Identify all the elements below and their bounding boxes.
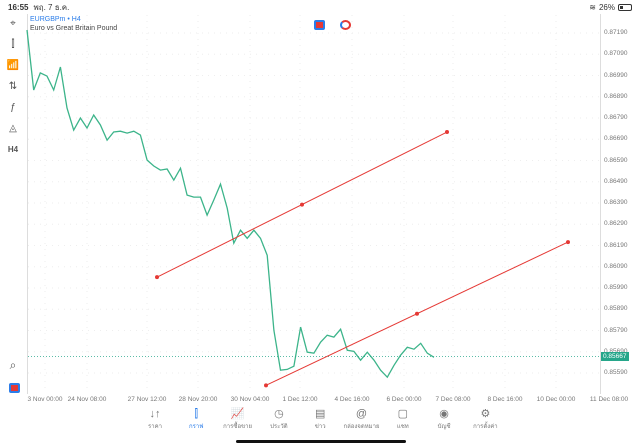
time-tick: 8 Dec 16:00: [487, 396, 523, 403]
price-tick: 0.86890: [604, 92, 628, 100]
time-tick: 30 Nov 04:00: [230, 396, 270, 403]
price-tick: 0.86790: [604, 114, 628, 121]
settings-icon: ⚙: [480, 408, 491, 420]
nav-label: บัญชี: [437, 424, 451, 430]
settings-sliders-icon[interactable]: ⇅: [8, 81, 18, 92]
price-tick: 0.86590: [604, 156, 628, 164]
crosshair-icon[interactable]: ⌖: [10, 18, 16, 29]
price-tick: 0.86390: [604, 199, 628, 206]
trend-line-handle[interactable]: [415, 311, 419, 316]
trend-line-handle[interactable]: [445, 130, 449, 135]
separator: •: [67, 16, 70, 23]
objects-icon[interactable]: ◬: [9, 123, 17, 134]
time-tick: 27 Nov 12:00: [127, 396, 167, 403]
chart-type-icon[interactable]: ⫿: [11, 39, 15, 50]
nav-settings[interactable]: ⚙ การตั้งค่า: [460, 407, 510, 431]
one-click-trading-icon[interactable]: [314, 20, 325, 30]
time-tick: 11 Dec 08:00: [589, 396, 629, 403]
nav-quotes[interactable]: ↓↑ ราคา: [130, 407, 180, 431]
nav-label: ประวัติ: [270, 424, 288, 430]
trend-line-handle[interactable]: [566, 240, 570, 245]
nav-chart[interactable]: ⫿ กราฟ: [171, 407, 221, 431]
symbol-description: Euro vs Great Britain Pound: [30, 25, 118, 32]
price-tick: 0.86490: [604, 177, 628, 185]
trade-icon: 📈: [230, 408, 245, 420]
nav-trade[interactable]: 📈 การซื้อขาย: [213, 407, 263, 431]
price-tick: 0.86290: [604, 220, 628, 228]
time-tick: 28 Nov 20:00: [178, 396, 218, 403]
status-bar: 16:55 พฤ. 7 ธ.ค. ≋ 26%: [0, 0, 640, 14]
date: พฤ. 7 ธ.ค.: [33, 2, 70, 12]
history-icon: ◷: [274, 408, 284, 420]
chart-header: EURGBPm • H4 Euro vs Great Britain Pound: [30, 16, 117, 32]
chart-area[interactable]: [27, 14, 601, 394]
nav-label: กราฟ: [189, 424, 204, 430]
time-tick: 24 Nov 08:00: [67, 396, 107, 403]
home-indicator: [236, 440, 406, 443]
function-icon[interactable]: ƒ: [10, 102, 16, 113]
time-tick: 4 Dec 16:00: [334, 396, 370, 403]
mailbox-icon: @: [355, 408, 368, 420]
price-tick: 0.86990: [604, 71, 628, 79]
time-tick: 3 Nov 00:00: [27, 396, 63, 403]
nav-chat[interactable]: ▢ แชท: [378, 407, 428, 431]
quotes-icon: ↓↑: [149, 408, 161, 420]
price-tick: 0.85990: [604, 284, 628, 291]
battery-icon: [618, 3, 632, 11]
chat-icon: ▢: [397, 408, 408, 420]
bottom-nav: ↓↑ ราคา ⫿ กราฟ 📈 การซื้อขาย ◷ ประวัติ ▤ ข่าว @ กล่อ…: [0, 407, 640, 433]
price-tick: 0.85890: [604, 305, 628, 313]
nav-label: ราคา: [148, 424, 162, 430]
nav-label: ข่าว: [314, 424, 326, 430]
battery-text: 26%: [598, 2, 615, 12]
nav-history[interactable]: ◷ ประวัติ: [254, 407, 304, 431]
price-tick: 0.86190: [604, 241, 628, 249]
time-tick: 7 Dec 08:00: [435, 396, 471, 403]
indicators-icon[interactable]: 📶: [6, 60, 20, 71]
price-tick: 0.85690: [604, 348, 628, 355]
time-tick: 1 Dec 12:00: [282, 396, 318, 403]
price-tick: 0.85790: [604, 326, 628, 334]
price-tick: 0.86090: [604, 262, 628, 270]
accounts-icon: ◉: [439, 408, 449, 420]
nav-mailbox[interactable]: @ กล่องจดหมาย: [337, 407, 387, 431]
price-tick: 0.87090: [604, 50, 628, 58]
trend-line-handle[interactable]: [264, 383, 268, 388]
app-logo-icon[interactable]: [9, 383, 20, 393]
nav-news[interactable]: ▤ ข่าว: [295, 407, 345, 431]
chart-icon: ⫿: [194, 408, 199, 420]
nav-accounts[interactable]: ◉ บัญชี: [419, 407, 469, 431]
price-tick: 0.87190: [604, 29, 628, 36]
current-price-badge: 0.85667: [601, 352, 629, 361]
price-tick: 0.86690: [604, 135, 628, 143]
nav-label: แชท: [396, 424, 409, 430]
symbol-name[interactable]: EURGBPm: [30, 16, 66, 23]
time-tick: 10 Dec 00:00: [536, 396, 576, 403]
news-icon: ▤: [314, 408, 326, 420]
nav-label: กล่องจดหมาย: [343, 424, 380, 430]
price-line: [26, 29, 435, 379]
trend-line-handle[interactable]: [155, 275, 159, 280]
trade-panel-icon[interactable]: [340, 20, 351, 30]
price-tick: 0.85590: [604, 369, 628, 376]
nav-label: การตั้งค่า: [473, 424, 498, 430]
zoom-icon[interactable]: ⌕: [9, 358, 17, 372]
clock: 16:55: [8, 2, 29, 12]
nav-label: การซื้อขาย: [223, 424, 253, 430]
timeframe-label: H4: [71, 16, 81, 23]
wifi-icon: ≋: [589, 2, 596, 12]
timeframe-button[interactable]: H4: [7, 145, 19, 154]
trend-line-handle[interactable]: [300, 202, 304, 207]
time-tick: 6 Dec 00:00: [386, 396, 422, 403]
